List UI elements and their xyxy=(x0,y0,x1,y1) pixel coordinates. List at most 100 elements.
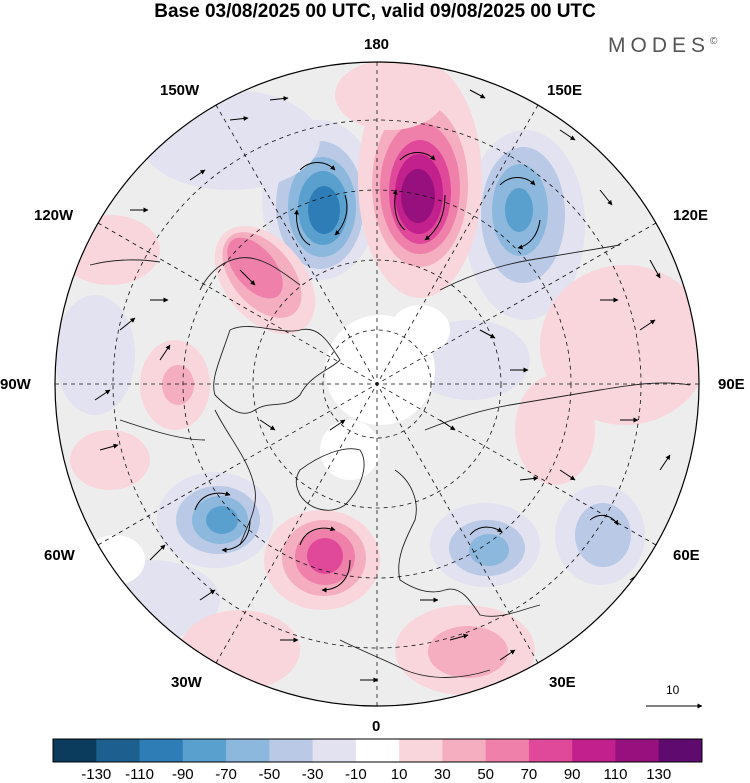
chart-title: Base 03/08/2025 00 UTC, valid 09/08/2025… xyxy=(154,1,596,22)
neutral-pole-b xyxy=(390,305,450,355)
wind-vector xyxy=(299,162,336,171)
lon-label-120w: 120W xyxy=(34,207,74,224)
colorbar-swatch xyxy=(355,739,400,762)
lon-label-90e: 90E xyxy=(718,376,745,393)
ridge-canada-core xyxy=(162,365,194,405)
ridge-west-atlantic xyxy=(70,430,150,490)
lon-label-0: 0 xyxy=(372,718,381,735)
colorbar-tick-label: 70 xyxy=(520,766,538,783)
wind-vector xyxy=(99,443,119,451)
trough-europe-l3 xyxy=(469,534,509,566)
lon-label-180: 180 xyxy=(364,36,390,53)
wind-vector xyxy=(599,189,613,206)
wind-vector xyxy=(589,514,619,526)
wind-vector xyxy=(321,559,351,593)
wind-vector xyxy=(221,519,251,553)
wind-vector xyxy=(559,129,576,141)
wind-vector xyxy=(329,419,346,431)
colorbar-tick-label: -30 xyxy=(301,766,324,783)
wind-vector xyxy=(517,219,541,250)
canadian-archipelago xyxy=(213,326,341,414)
lon-label-90w: 90W xyxy=(0,376,31,393)
brand-logo: MODES© xyxy=(608,34,717,58)
lon-label-150e: 150E xyxy=(547,82,583,99)
ridge-ural xyxy=(515,375,595,485)
wind-vector xyxy=(159,344,171,361)
colorbar-swatch xyxy=(226,739,270,762)
mediterranean-coast xyxy=(339,639,491,678)
east-siberia-coast xyxy=(439,244,621,291)
alaska-coast xyxy=(199,257,301,291)
colorbar-tick-label: -10 xyxy=(345,766,367,783)
siberia-north-coast xyxy=(424,382,691,431)
wind-vector xyxy=(659,454,671,471)
colorbar-swatch xyxy=(399,739,443,762)
trough-labrador-l4 xyxy=(206,506,238,534)
colorbar-tick-label: -130 xyxy=(81,766,112,783)
hudson-bay-coast xyxy=(119,409,256,546)
colorbar-swatch xyxy=(615,739,660,762)
colorbar-tick-label: -90 xyxy=(171,766,194,783)
wind-vector xyxy=(499,649,516,661)
lat-70 xyxy=(252,259,502,509)
anomaly-fields xyxy=(55,62,699,695)
weak-trough-west xyxy=(55,295,135,415)
lon-label-30w: 30W xyxy=(171,674,202,691)
wind-vector xyxy=(199,589,216,601)
colorbar-tick-label: 90 xyxy=(563,766,581,783)
ridge-north-pacific xyxy=(335,62,445,130)
lon-label-60w: 60W xyxy=(44,547,75,564)
wind-vector xyxy=(229,116,249,121)
wind-vector xyxy=(424,194,446,241)
wind-vector xyxy=(149,544,166,561)
wind-vector xyxy=(639,319,656,331)
trough-central-asia-l2 xyxy=(575,503,631,567)
wind-vector xyxy=(449,633,469,641)
colorbar-swatch xyxy=(182,739,227,762)
ridge-alaska-l3 xyxy=(227,237,283,299)
wind-vector xyxy=(392,189,406,231)
wind-vector xyxy=(399,152,436,161)
colorbar-swatch xyxy=(139,739,184,762)
wind-vector xyxy=(469,526,503,536)
ridge-date-line-l6 xyxy=(401,169,435,223)
wind-vector xyxy=(559,469,576,481)
colorbar-tick-label: 50 xyxy=(477,766,494,783)
ridge-siberia-outer xyxy=(540,265,699,425)
scandinavia-coast xyxy=(394,469,541,617)
wind-vector xyxy=(194,491,231,511)
meridian-120 xyxy=(97,222,657,546)
wind-vector xyxy=(649,259,661,279)
lon-label-60e: 60E xyxy=(673,547,700,564)
brand-mark: © xyxy=(710,36,718,47)
alaska-west-coast xyxy=(89,259,161,266)
wind-vector xyxy=(439,419,456,431)
wind-vector xyxy=(94,389,111,401)
colorbar-tick-label: -50 xyxy=(258,766,281,783)
colorbar-tick-label: 30 xyxy=(434,766,451,783)
wind-vector xyxy=(119,317,136,331)
trough-east-siberia-l4 xyxy=(505,188,533,232)
map-boundary xyxy=(54,61,700,707)
wind-vector xyxy=(334,194,348,236)
wind-vector xyxy=(479,329,496,339)
wind-vector xyxy=(519,476,539,481)
wind-vector xyxy=(269,96,289,101)
colorbar-tick-label: 10 xyxy=(390,766,408,783)
graticule xyxy=(55,62,699,706)
wind-vector xyxy=(499,177,536,186)
ridge-north-atlantic-l4 xyxy=(307,538,343,574)
wind-vector xyxy=(469,89,486,99)
lon-label-120e: 120E xyxy=(673,207,709,224)
neutral-greenland xyxy=(320,420,380,480)
colorbar-swatch xyxy=(312,739,357,762)
wind-vector xyxy=(299,526,336,546)
colorbar-swatch xyxy=(442,739,487,762)
colorbar-tick-label: 130 xyxy=(646,766,672,783)
colorbar-tick-label: -110 xyxy=(125,766,154,783)
reference-vector-label: 10 xyxy=(666,683,680,697)
wind-vector xyxy=(189,169,206,181)
greenland-coast xyxy=(295,448,365,511)
